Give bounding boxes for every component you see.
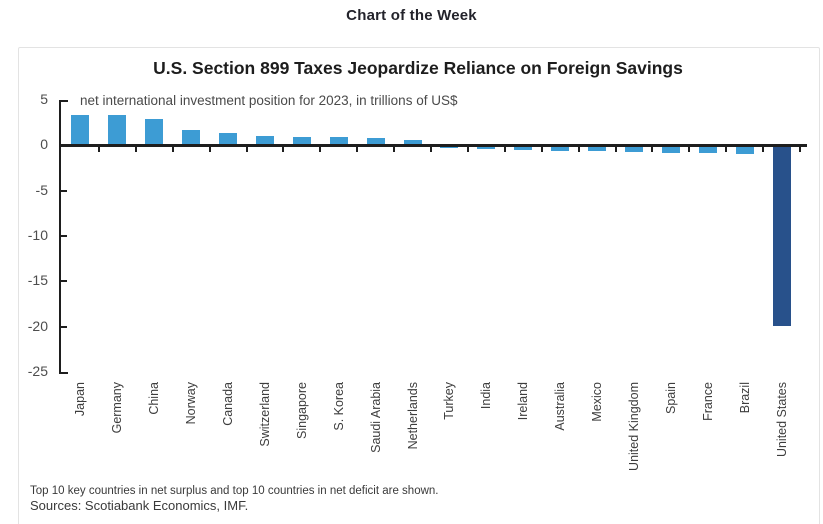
- chart-bar: [661, 145, 680, 153]
- y-axis-label: -15: [27, 272, 48, 289]
- x-axis-label: Norway: [184, 382, 199, 425]
- x-axis-tick: [393, 146, 396, 152]
- chart-bar: [772, 145, 791, 326]
- y-axis-label: -5: [35, 181, 48, 198]
- y-axis-label: 0: [40, 136, 48, 153]
- x-axis-label: Mexico: [590, 382, 605, 422]
- chart-subtitle: net international investment position fo…: [80, 93, 458, 108]
- x-axis-tick: [614, 146, 617, 152]
- x-axis-label: Netherlands: [405, 382, 420, 450]
- x-axis-label: Germany: [110, 382, 125, 434]
- x-axis-tick: [171, 146, 174, 152]
- x-axis-label: United Kingdom: [626, 382, 641, 471]
- y-axis-label: -25: [27, 363, 48, 380]
- y-axis-line: [59, 100, 61, 375]
- x-axis-label: China: [147, 382, 162, 415]
- x-axis-label: Japan: [73, 382, 88, 417]
- zero-line: [59, 143, 807, 147]
- x-axis-label: Singapore: [294, 382, 309, 439]
- chart-bar: [255, 136, 274, 146]
- footnote: Top 10 key countries in net surplus and …: [30, 485, 439, 497]
- chart-bar: [514, 145, 533, 150]
- x-axis-label: United States: [774, 382, 789, 458]
- x-axis-label: France: [700, 382, 715, 421]
- x-axis-tick: [282, 146, 285, 152]
- chart-bar: [735, 145, 754, 154]
- x-axis-tick: [134, 146, 137, 152]
- x-axis-tick: [503, 146, 506, 152]
- x-axis-tick: [466, 146, 469, 152]
- x-axis-tick: [651, 146, 654, 152]
- chart-bar: [292, 137, 311, 146]
- y-axis-tick: [61, 189, 67, 192]
- y-axis-label: -20: [27, 317, 48, 334]
- y-axis-tick: [61, 235, 67, 238]
- x-axis-tick: [799, 146, 801, 152]
- x-axis-tick: [208, 146, 211, 152]
- source-note: Sources: Scotiabank Economics, IMF.: [30, 498, 249, 513]
- y-axis-label: -10: [27, 227, 48, 244]
- x-axis-tick: [725, 146, 728, 152]
- chart-bar: [698, 145, 717, 153]
- chart-bar: [71, 114, 90, 146]
- x-axis-tick: [97, 146, 100, 152]
- chart-bar: [329, 137, 348, 146]
- x-axis-tick: [577, 146, 580, 152]
- chart-bar: [624, 145, 643, 152]
- y-axis-top-cap: [59, 100, 68, 102]
- x-axis-label: Switzerland: [257, 382, 272, 447]
- x-axis-tick: [319, 146, 322, 152]
- x-axis-label: S. Korea: [331, 382, 346, 431]
- y-axis-label: 5: [40, 91, 48, 107]
- chart-bar: [145, 119, 164, 146]
- chart-bar: [477, 145, 496, 149]
- x-axis-label: Spain: [663, 382, 678, 414]
- x-axis-label: Turkey: [442, 382, 457, 420]
- chart-bar: [551, 145, 570, 151]
- x-axis-label: Australia: [553, 382, 568, 431]
- y-axis-tick: [61, 280, 67, 283]
- chart-bar: [366, 138, 385, 146]
- x-axis-label: Ireland: [516, 382, 531, 421]
- x-axis-tick: [762, 146, 765, 152]
- chart-bar: [182, 129, 201, 146]
- x-axis-label: Saudi Arabia: [368, 382, 383, 453]
- x-axis-tick: [430, 146, 432, 152]
- chart-title: U.S. Section 899 Taxes Jeopardize Relian…: [153, 58, 683, 78]
- x-axis-label: Brazil: [737, 382, 752, 414]
- chart-bar: [588, 145, 607, 151]
- page-header-title: Chart of the Week: [346, 7, 477, 24]
- x-axis-label: Canada: [221, 382, 236, 426]
- x-axis-label: India: [479, 382, 494, 410]
- x-axis-tick: [245, 146, 248, 152]
- chart-bar: [219, 132, 238, 146]
- y-axis-bottom-cap: [59, 372, 68, 375]
- y-axis-tick: [61, 325, 67, 328]
- x-axis-tick: [540, 146, 543, 152]
- chart-bar: [108, 115, 127, 146]
- x-axis-tick: [688, 146, 691, 152]
- chart-bar: [403, 139, 422, 146]
- x-axis-tick: [356, 146, 359, 152]
